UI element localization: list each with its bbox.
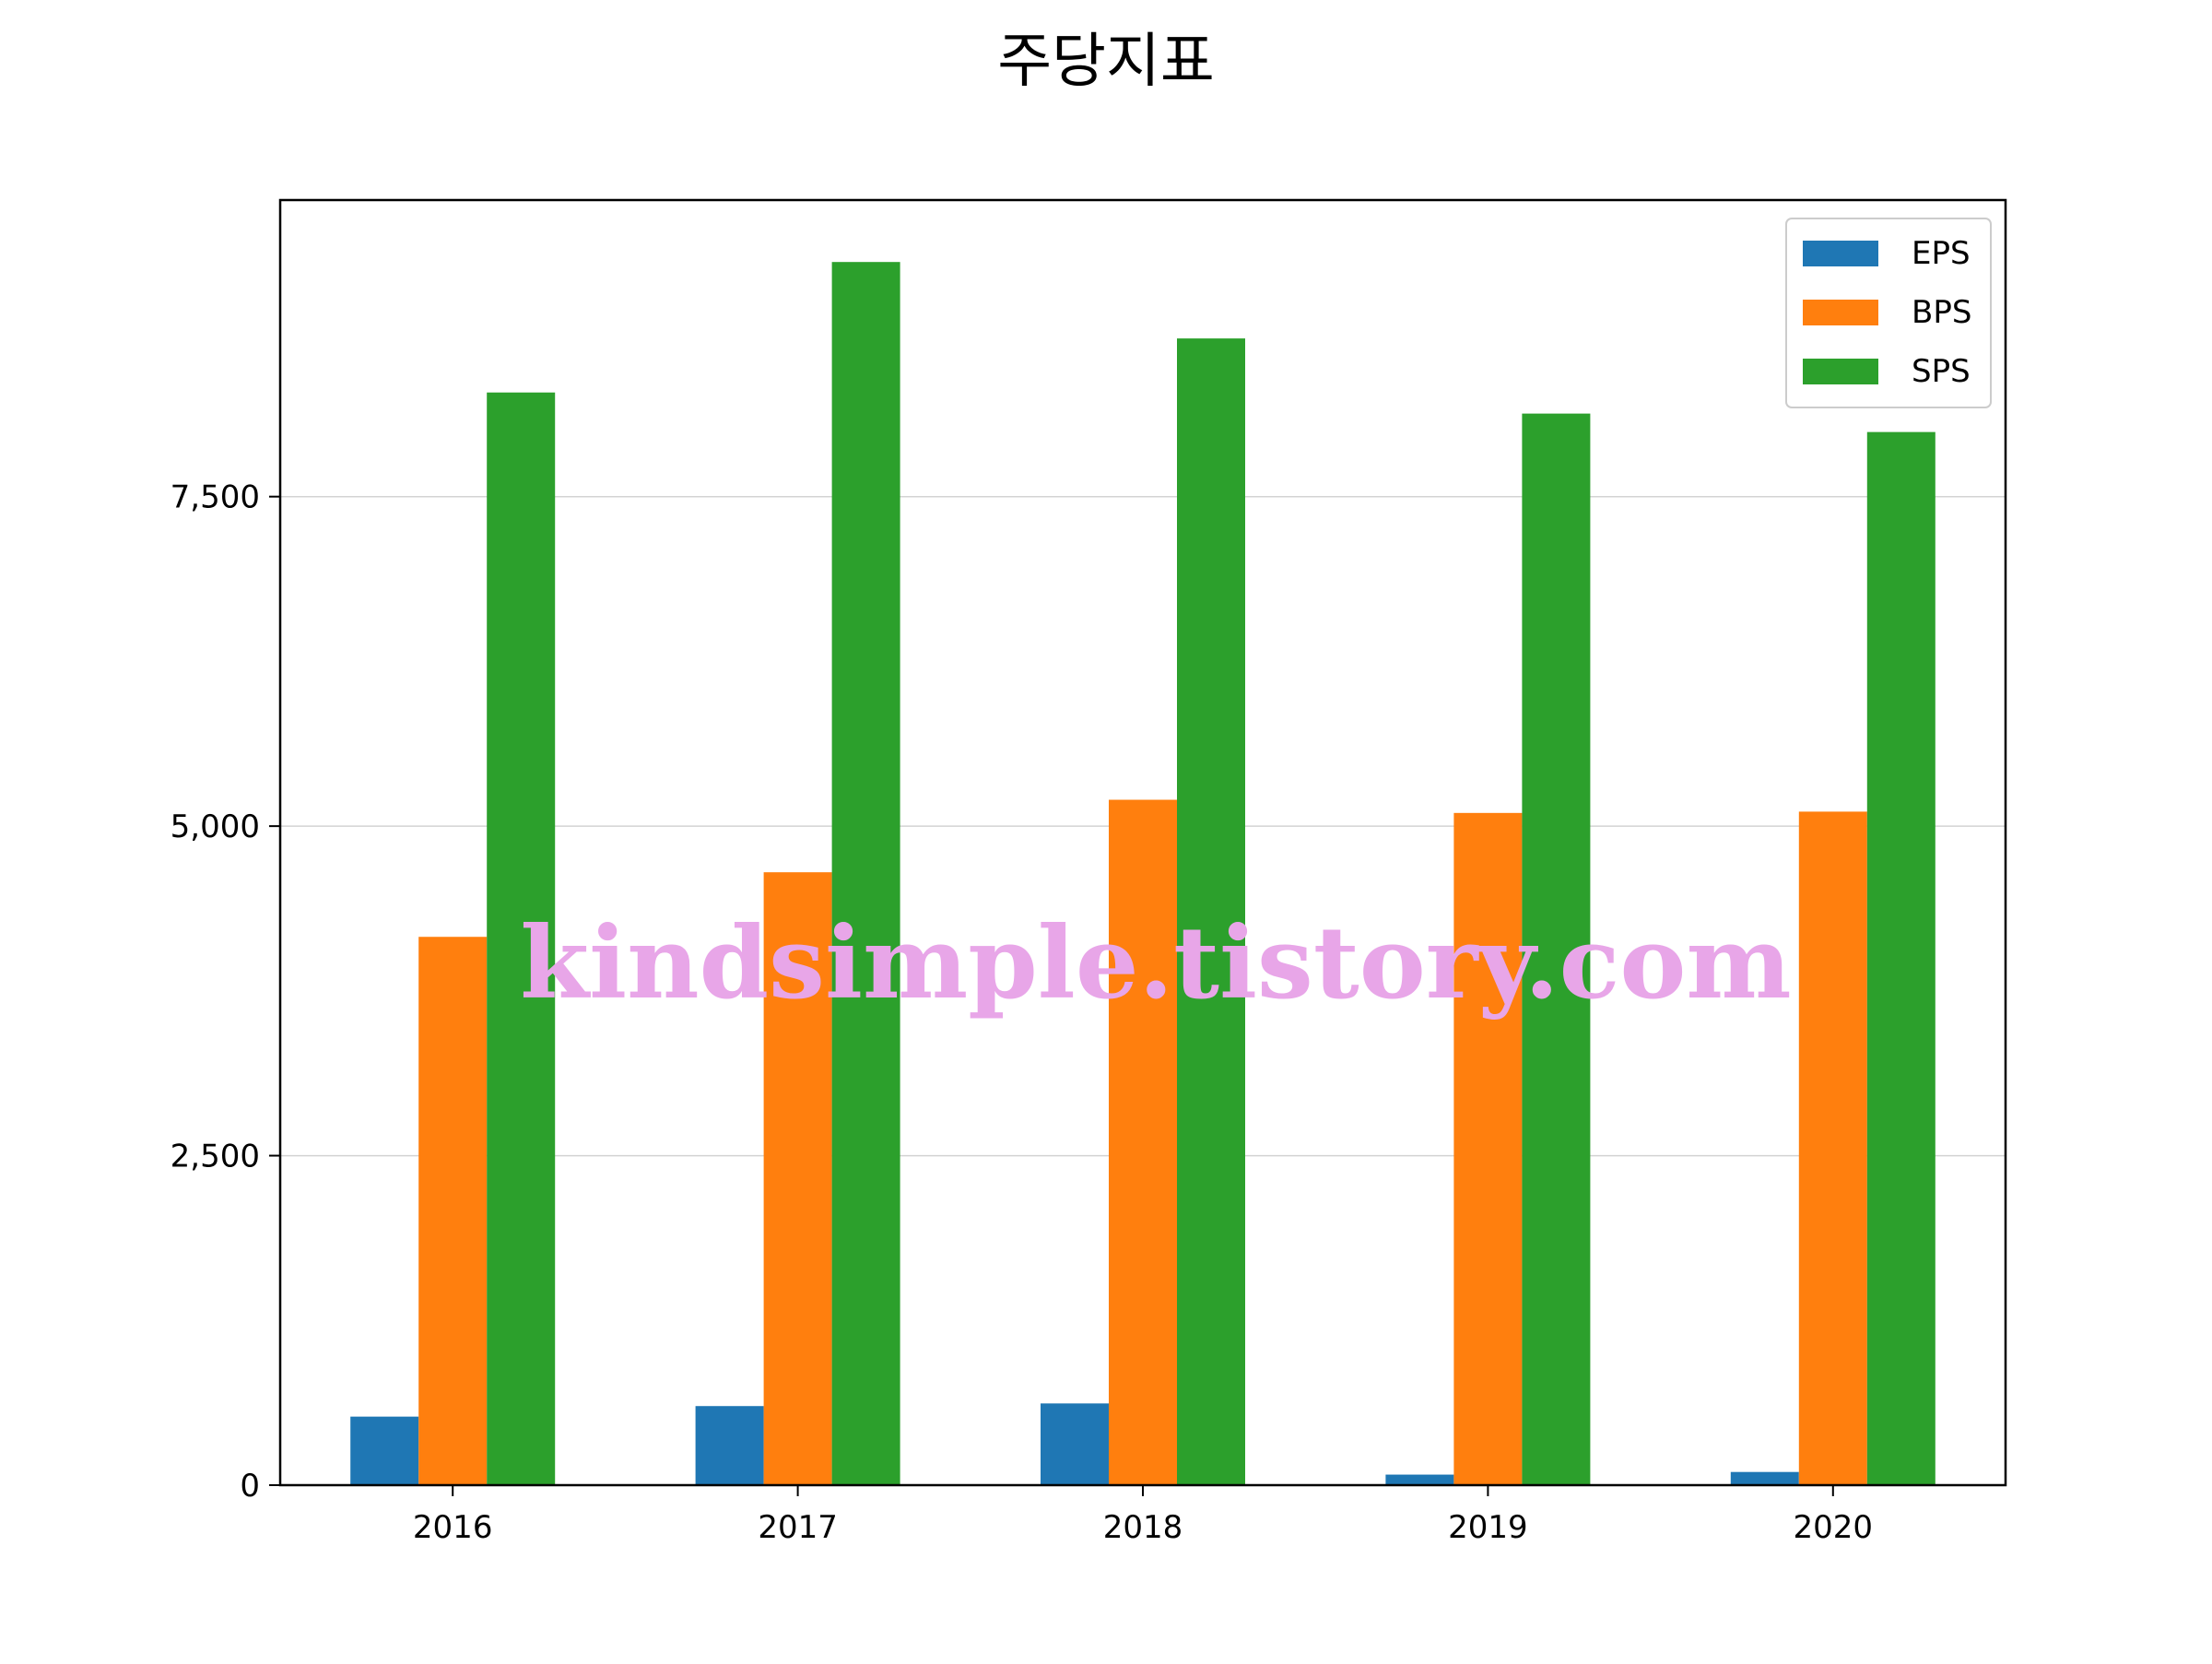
legend-label-eps: EPS — [1912, 235, 1971, 272]
legend-swatch-eps — [1803, 241, 1878, 266]
bar-eps-2019 — [1385, 1474, 1454, 1485]
bar-bps-2017 — [763, 872, 832, 1485]
bar-bps-2019 — [1453, 812, 1523, 1485]
bar-bps-2018 — [1109, 799, 1177, 1485]
x-tick-label: 2017 — [758, 1509, 838, 1546]
y-tick-label: 5,000 — [171, 808, 260, 845]
x-tick-label: 2018 — [1103, 1509, 1183, 1546]
x-tick-label: 2016 — [413, 1509, 493, 1546]
bar-bps-2020 — [1798, 811, 1867, 1485]
bar-eps-2017 — [695, 1406, 764, 1485]
watermark: kindsimple.tistory.com — [520, 905, 1791, 1021]
bar-sps-2018 — [1177, 338, 1245, 1486]
legend-label-sps: SPS — [1912, 353, 1971, 390]
x-axis: 2016 2017 2018 2019 2020 — [413, 1485, 1873, 1546]
bar-sps-2016 — [487, 392, 556, 1485]
chart-title: 주당지표 — [997, 28, 1215, 96]
watermark-text: kindsimple.tistory.com — [520, 905, 1791, 1021]
legend: EPS BPS SPS — [1785, 218, 1992, 408]
bar-bps-2016 — [418, 937, 488, 1485]
y-tick-label: 2,500 — [171, 1139, 260, 1175]
y-tick-label: 0 — [240, 1468, 260, 1505]
legend-swatch-sps — [1803, 359, 1878, 384]
y-tick-label: 7,500 — [171, 479, 260, 516]
bar-eps-2016 — [350, 1416, 419, 1485]
x-tick-label: 2020 — [1794, 1509, 1874, 1546]
bar-sps-2020 — [1866, 431, 1936, 1485]
x-tick-label: 2019 — [1448, 1509, 1528, 1546]
bar-eps-2020 — [1730, 1471, 1799, 1485]
bar-sps-2019 — [1522, 413, 1591, 1486]
y-axis: 0 2,500 5,000 7,500 — [171, 479, 280, 1505]
legend-label-bps: BPS — [1912, 294, 1971, 331]
bar-eps-2018 — [1041, 1403, 1109, 1485]
legend-swatch-bps — [1803, 300, 1878, 325]
bars — [350, 262, 1936, 1486]
bar-sps-2017 — [831, 262, 900, 1485]
